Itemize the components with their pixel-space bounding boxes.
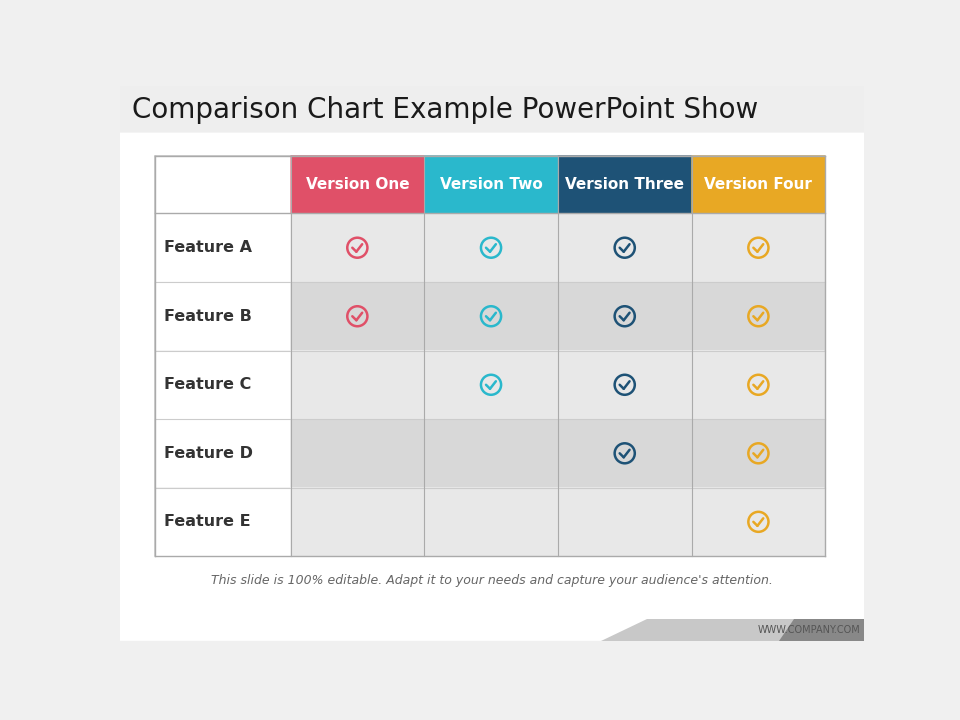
- Text: Feature D: Feature D: [164, 446, 253, 461]
- FancyBboxPatch shape: [120, 132, 864, 641]
- Text: Feature E: Feature E: [164, 514, 251, 529]
- Text: Version One: Version One: [305, 177, 409, 192]
- FancyBboxPatch shape: [120, 86, 864, 132]
- Polygon shape: [779, 619, 864, 641]
- Text: Version Four: Version Four: [705, 177, 812, 192]
- FancyBboxPatch shape: [155, 213, 291, 282]
- Text: Version Two: Version Two: [440, 177, 542, 192]
- FancyBboxPatch shape: [155, 487, 291, 556]
- FancyBboxPatch shape: [155, 351, 826, 419]
- Text: Feature C: Feature C: [164, 377, 252, 392]
- FancyBboxPatch shape: [155, 419, 291, 487]
- FancyBboxPatch shape: [558, 156, 691, 213]
- Text: Comparison Chart Example PowerPoint Show: Comparison Chart Example PowerPoint Show: [132, 96, 758, 124]
- Text: Feature A: Feature A: [164, 240, 252, 255]
- FancyBboxPatch shape: [155, 213, 826, 282]
- FancyBboxPatch shape: [155, 282, 291, 351]
- FancyBboxPatch shape: [155, 487, 826, 556]
- FancyBboxPatch shape: [155, 156, 826, 556]
- FancyBboxPatch shape: [291, 156, 424, 213]
- Text: Feature B: Feature B: [164, 309, 252, 324]
- FancyBboxPatch shape: [155, 419, 826, 487]
- FancyBboxPatch shape: [155, 351, 291, 419]
- Text: Version Three: Version Three: [565, 177, 684, 192]
- FancyBboxPatch shape: [424, 156, 558, 213]
- Text: This slide is 100% editable. Adapt it to your needs and capture your audience's : This slide is 100% editable. Adapt it to…: [211, 575, 773, 588]
- Polygon shape: [601, 619, 864, 641]
- Text: WWW.COMPANY.COM: WWW.COMPANY.COM: [757, 625, 860, 635]
- FancyBboxPatch shape: [155, 282, 826, 351]
- FancyBboxPatch shape: [691, 156, 826, 213]
- FancyBboxPatch shape: [155, 156, 291, 213]
